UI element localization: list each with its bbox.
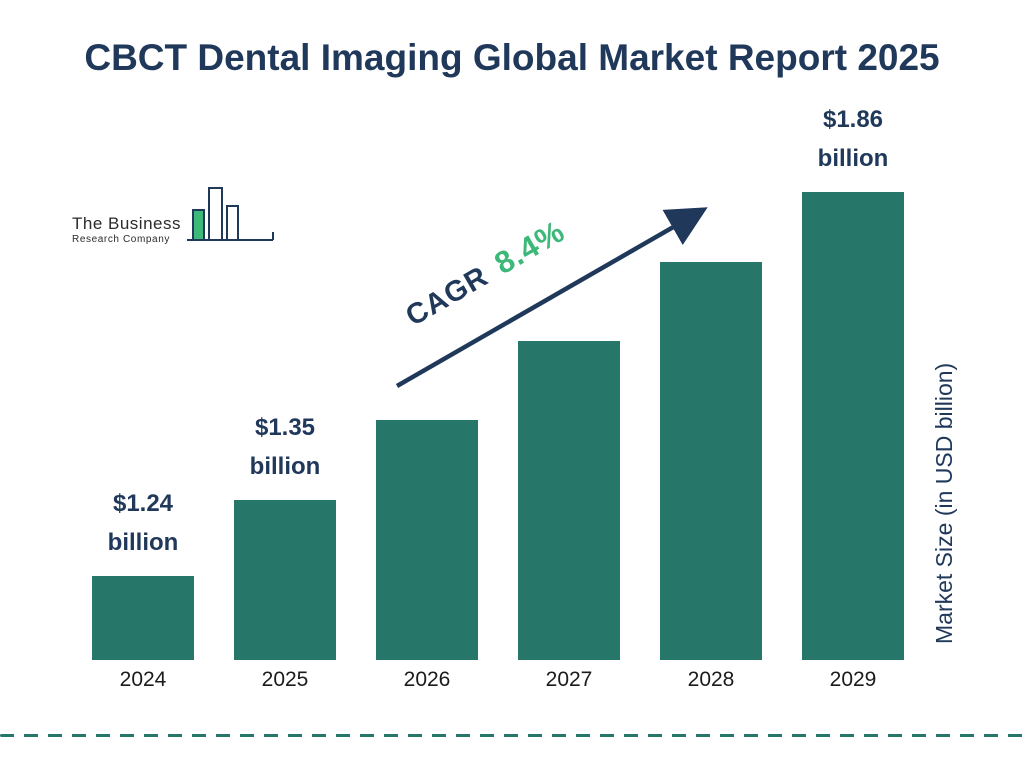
- x-tick-2027: 2027: [545, 668, 593, 691]
- x-tick-2025: 2025: [261, 668, 309, 691]
- logo-subname: Research Company: [72, 234, 170, 245]
- bar-2028: [660, 262, 762, 660]
- value-label-line2: billion: [249, 453, 321, 480]
- value-label-line1: $1.24: [112, 490, 174, 517]
- bar-column-2028: [660, 100, 762, 660]
- company-logo: The Business Research Company: [72, 182, 277, 253]
- value-label: $1.35 billion: [250, 408, 321, 486]
- x-tick-2028: 2028: [687, 668, 735, 691]
- bottom-dashed-line: [0, 734, 1024, 737]
- value-label: $1.86 billion: [818, 100, 889, 178]
- x-tick-2024: 2024: [119, 668, 167, 691]
- y-axis-label: Market Size (in USD billion): [931, 362, 957, 644]
- value-label-line1: $1.35: [254, 414, 316, 441]
- value-label-line2: billion: [107, 529, 179, 556]
- bar-column-2025: $1.35 billion: [234, 100, 336, 660]
- bar-2029: [802, 192, 904, 660]
- bar-column-2024: $1.24 billion: [92, 100, 194, 660]
- bar-column-2029: $1.86 billion: [802, 100, 904, 660]
- bar-column-2026: [376, 100, 478, 660]
- logo-name: The Business: [72, 214, 181, 233]
- x-tick-2029: 2029: [829, 668, 877, 691]
- value-label-line1: $1.86: [822, 106, 884, 133]
- value-label-line2: billion: [817, 145, 889, 172]
- logo-bars-icon: [185, 182, 277, 253]
- page-title: CBCT Dental Imaging Global Market Report…: [84, 37, 940, 78]
- bar-column-2027: [518, 100, 620, 660]
- bar-2024: [92, 576, 194, 660]
- value-label: $1.24 billion: [108, 484, 179, 562]
- logo-text: The Business Research Company: [72, 214, 181, 253]
- bar-2025: [234, 500, 336, 660]
- bar-2027: [518, 341, 620, 660]
- bar-chart: $1.24 billion $1.35 billion: [92, 100, 904, 660]
- x-axis-labels: 2024 2025 2026 2027 2028 2029: [92, 668, 904, 692]
- bar-2026: [376, 420, 478, 660]
- x-tick-2026: 2026: [403, 668, 451, 691]
